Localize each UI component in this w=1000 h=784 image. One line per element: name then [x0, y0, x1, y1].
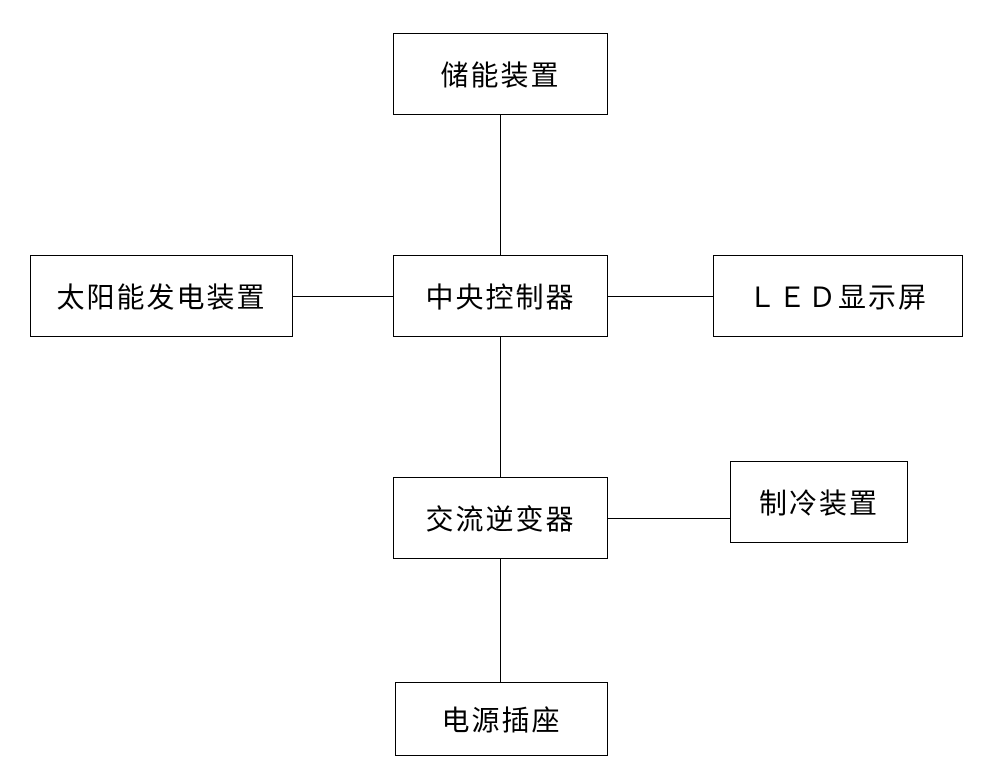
block-diagram: 储能装置 太阳能发电装置 中央控制器 ＬＥＤ显示屏 交流逆变器 制冷装置 电源插… — [0, 0, 1000, 784]
edge-inverter-outlet — [500, 559, 501, 682]
node-label: 电源插座 — [441, 699, 561, 739]
edge-storage-controller — [500, 115, 501, 255]
node-label: 储能装置 — [440, 54, 560, 94]
node-cooling: 制冷装置 — [730, 461, 908, 543]
node-label: 交流逆变器 — [425, 498, 575, 538]
node-inverter: 交流逆变器 — [393, 477, 608, 559]
node-solar: 太阳能发电装置 — [30, 255, 293, 337]
node-controller: 中央控制器 — [393, 255, 608, 337]
edge-controller-inverter — [500, 337, 501, 477]
node-outlet: 电源插座 — [395, 682, 608, 756]
edge-inverter-cooling — [608, 518, 730, 519]
node-label: 太阳能发电装置 — [56, 276, 266, 316]
node-label: 制冷装置 — [759, 482, 879, 522]
node-label: ＬＥＤ显示屏 — [748, 276, 928, 316]
node-label: 中央控制器 — [425, 276, 575, 316]
edge-controller-led — [608, 296, 713, 297]
node-led: ＬＥＤ显示屏 — [713, 255, 963, 337]
edge-solar-controller — [293, 296, 393, 297]
node-storage: 储能装置 — [393, 33, 608, 115]
